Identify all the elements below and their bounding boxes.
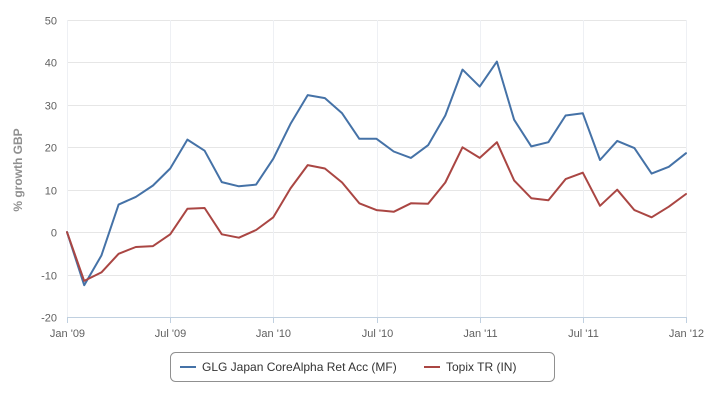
y-tick-label: 20: [45, 143, 57, 155]
y-tick-label: 30: [45, 101, 57, 113]
legend-label: GLG Japan CoreAlpha Ret Acc (MF): [202, 360, 397, 374]
grid: [67, 20, 687, 318]
x-tick-label: Jul '09: [155, 328, 186, 340]
x-tick-label: Jul '11: [568, 328, 599, 340]
y-axis-title: % growth GBP: [11, 128, 25, 211]
x-tick-label: Jan '10: [256, 328, 291, 340]
y-tick-label: 0: [51, 228, 57, 240]
y-tick-label: -20: [41, 313, 57, 325]
legend-item-2[interactable]: Topix TR (IN): [424, 360, 516, 374]
x-tick-label: Jan '09: [50, 328, 85, 340]
legend-label: Topix TR (IN): [446, 360, 516, 374]
series-group: [66, 60, 687, 287]
series-line-2: [66, 141, 687, 282]
y-tick-label: 50: [45, 16, 57, 28]
y-tick-label: 40: [45, 58, 57, 70]
series-line-1: [66, 60, 687, 287]
legend-box: [170, 352, 555, 382]
x-tick-label: Jan '11: [463, 328, 497, 340]
legend[interactable]: GLG Japan CoreAlpha Ret Acc (MF) Topix TR…: [170, 352, 555, 382]
y-tick-label: -10: [41, 271, 57, 283]
y-tick-label: 10: [45, 186, 57, 198]
x-tick-label: Jan '12: [669, 328, 704, 340]
y-axis: -20 -10 0 10 20 30 40 50: [41, 16, 57, 325]
legend-item-1[interactable]: GLG Japan CoreAlpha Ret Acc (MF): [180, 360, 397, 374]
x-axis: Jan '09 Jul '09 Jan '10 Jul '10 Jan '11 Jul '…: [50, 317, 704, 340]
x-tick-label: Jul '10: [362, 328, 393, 340]
